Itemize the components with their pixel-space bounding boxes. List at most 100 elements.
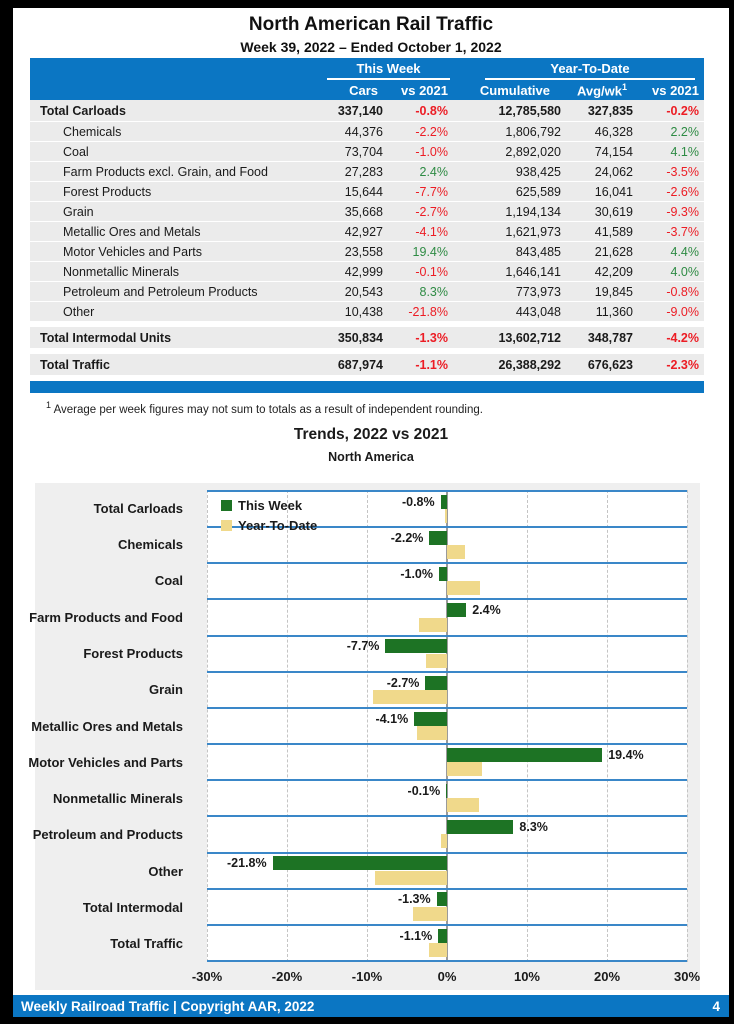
chart-bands: -0.8% -2.2% -1.0% 2.4% -7.7% -2.7% -4.1% 19.4% -…	[207, 490, 687, 963]
chart-band: 2.4%	[207, 598, 687, 634]
cars-value: 20,543	[344, 284, 383, 299]
table-header: This Week Year-To-Date Cars vs 2021 Cumu…	[30, 58, 704, 100]
gridline	[687, 490, 688, 962]
bar-this-week	[446, 783, 447, 798]
cars-value: 15,644	[344, 184, 383, 199]
ytd-vs2021-value: 4.0%	[670, 264, 700, 279]
bar-year-to-date	[419, 617, 447, 632]
chart-band: -2.2%	[207, 526, 687, 562]
chart-band: 8.3%	[207, 815, 687, 851]
avg-wk-value: 16,041	[594, 184, 633, 199]
legend-item: Year-To-Date	[221, 515, 317, 535]
table-row: Nonmetallic Minerals 42,999 -0.1% 1,646,141…	[30, 262, 704, 282]
x-axis-tick: -30%	[191, 969, 223, 984]
bar-value-label: -7.7%	[346, 639, 380, 654]
footnote-text: Average per week figures may not sum to …	[53, 403, 483, 416]
chart-plot-area: -0.8% -2.2% -1.0% 2.4% -7.7% -2.7% -4.1% 19.4% -…	[207, 490, 688, 963]
chart-x-axis: -30% -20% -10% 0% 10% 20% 30%	[192, 969, 700, 989]
table-bottom-bar	[30, 381, 704, 393]
chart-category-label: Coal	[154, 573, 183, 589]
bar-this-week	[440, 494, 447, 509]
bar-value-label: -1.3%	[397, 892, 431, 907]
chart-band: -2.7%	[207, 670, 687, 707]
ytd-vs2021-value: -0.2%	[666, 103, 699, 118]
bar-year-to-date	[413, 906, 447, 921]
table-row: Motor Vehicles and Parts 23,558 19.4% 843,4…	[30, 242, 704, 262]
chart-category-label: Total Intermodal	[82, 900, 183, 916]
ytd-vs2021-value: -0.8%	[666, 284, 699, 299]
avg-wk-value: 676,623	[587, 357, 633, 372]
cars-value: 10,438	[344, 304, 383, 319]
footer-text: Weekly Railroad Traffic | Copyright AAR,…	[21, 998, 315, 1014]
bar-year-to-date	[428, 942, 447, 957]
gridline	[366, 490, 368, 962]
gridline	[286, 490, 288, 962]
chart-band: -0.1%	[207, 779, 687, 815]
bar-value-label: 19.4%	[608, 747, 644, 762]
ytd-vs2021-value: 4.1%	[670, 144, 700, 159]
footnote: 1 Average per week figures may not sum t…	[46, 400, 483, 416]
avg-wk-value: 30,619	[594, 204, 633, 219]
bar-year-to-date	[447, 545, 465, 560]
bar-this-week	[447, 820, 514, 835]
chart-category-label: Forest Products	[83, 645, 183, 661]
bar-value-label: -2.2%	[390, 530, 424, 545]
column-header-vs2021-week: vs 2021	[401, 82, 448, 98]
bar-this-week	[447, 747, 603, 762]
cars-value: 350,834	[337, 330, 383, 345]
ytd-vs2021-value: -2.6%	[666, 184, 699, 199]
traffic-table: This Week Year-To-Date Cars vs 2021 Cumu…	[30, 58, 704, 393]
bar-this-week	[438, 928, 447, 943]
chart-band: -4.1%	[207, 706, 687, 743]
ytd-vs2021-value: 2.2%	[670, 124, 700, 139]
chart-band: -1.1%	[207, 923, 687, 963]
row-label: Total Intermodal Units	[40, 330, 172, 345]
column-header-avg-wk: Avg/wk1	[576, 81, 627, 99]
bar-this-week	[447, 603, 467, 618]
bar-value-label: 2.4%	[472, 603, 501, 618]
bar-year-to-date	[426, 653, 447, 668]
row-label: Coal	[63, 144, 89, 159]
chart-category-label: Total Traffic	[110, 936, 183, 952]
chart-category-labels: Total Carloads Chemicals Coal Farm Products…	[28, 490, 195, 962]
cumulative-value: 26,388,292	[498, 357, 561, 372]
week-vs2021-value: -2.7%	[415, 204, 448, 219]
ytd-vs2021-value: -3.5%	[666, 164, 699, 179]
avg-wk-value: 11,360	[595, 304, 633, 319]
chart-category-label: Chemicals	[117, 536, 183, 552]
chart-band: 19.4%	[207, 743, 687, 779]
row-label: Farm Products excl. Grain, and Food	[63, 164, 268, 179]
avg-wk-value: 24,062	[594, 164, 633, 179]
cumulative-value: 1,806,792	[505, 124, 561, 139]
chart-band: -7.7%	[207, 634, 687, 671]
header-group-this-week: This Week	[292, 59, 450, 80]
footnote-marker: 1	[46, 400, 52, 410]
cumulative-value: 1,621,973	[505, 224, 561, 239]
table-row: Total Intermodal Units 350,834 -1.3% 13,602…	[30, 327, 704, 349]
bar-year-to-date	[417, 726, 447, 741]
avg-wk-value: 21,628	[594, 244, 633, 259]
column-header-cars: Cars	[349, 82, 378, 98]
cumulative-value: 13,602,712	[498, 330, 561, 345]
table-row: Coal 73,704 -1.0% 2,892,020 74,154 4.1%	[30, 142, 704, 162]
bar-value-label: -4.1%	[375, 711, 409, 726]
x-axis-tick: -20%	[271, 969, 303, 984]
ytd-vs2021-value: -9.3%	[666, 204, 699, 219]
bar-year-to-date	[447, 798, 479, 813]
column-header-vs2021-ytd: vs 2021	[652, 82, 699, 98]
avg-wk-value: 41,589	[594, 224, 633, 239]
x-axis-tick: 20%	[593, 969, 621, 984]
chart-band: -0.8%	[207, 490, 687, 526]
week-vs2021-value: -1.0%	[415, 144, 448, 159]
row-label: Motor Vehicles and Parts	[63, 244, 202, 259]
table-row: Total Carloads 337,140 -0.8% 12,785,580 327,…	[30, 100, 704, 122]
week-vs2021-value: -0.8%	[415, 103, 448, 118]
cumulative-value: 2,892,020	[505, 144, 561, 159]
cars-value: 35,668	[344, 204, 383, 219]
cumulative-value: 773,973	[515, 284, 561, 299]
row-label: Total Carloads	[40, 103, 126, 118]
avg-wk-value: 348,787	[587, 330, 633, 345]
ytd-vs2021-value: -3.7%	[666, 224, 699, 239]
week-vs2021-value: -4.1%	[415, 224, 448, 239]
